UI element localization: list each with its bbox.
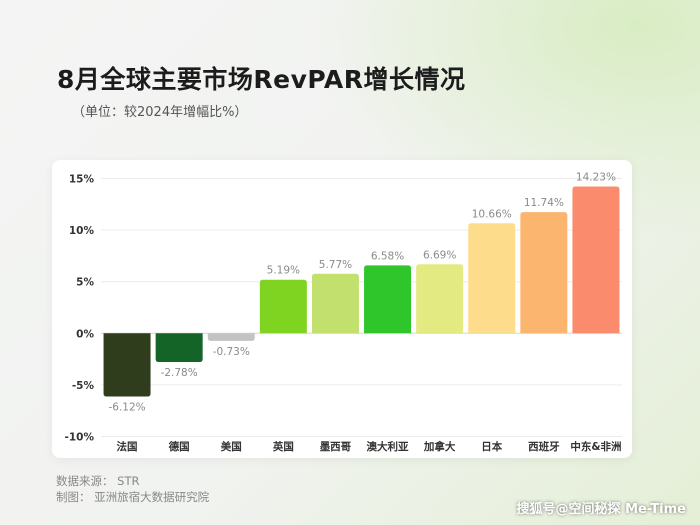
chart-title: 8月全球主要市场RevPAR增长情况 (57, 65, 466, 94)
y-tick-label: -5% (72, 380, 95, 392)
y-tick-label: -10% (65, 432, 95, 444)
chart-subtitle: （单位：较2024年增幅比%） (72, 105, 248, 120)
x-tick-label: 加拿大 (423, 440, 456, 453)
y-tick-label: 10% (69, 225, 95, 237)
bar (364, 265, 412, 334)
data-label: 6.69% (423, 249, 456, 261)
bar-chart: 15% 10% 5% 0% -5% -10% -6.12% 法国 -2.78% 德国 -0.73% 美… (65, 171, 622, 453)
bar (103, 333, 151, 397)
data-source: 数据来源： STR (56, 474, 140, 488)
bar (416, 264, 464, 334)
data-label: -2.78% (161, 367, 198, 379)
data-label: 11.74% (524, 197, 564, 209)
bar (155, 333, 203, 362)
data-label: -6.12% (108, 401, 145, 413)
x-tick-label: 中东&非洲 (570, 440, 621, 453)
x-tick-label: 西班牙 (528, 440, 560, 453)
y-tick-label: 15% (69, 174, 95, 186)
x-tick-label: 德国 (168, 440, 190, 453)
bar (572, 186, 620, 334)
data-label: -0.73% (213, 346, 250, 358)
data-label: 5.19% (267, 265, 300, 277)
chart-maker: 制图： 亚洲旅宿大数据研究院 (56, 490, 210, 504)
bar (468, 223, 516, 334)
y-tick-label: 0% (76, 328, 94, 340)
x-tick-label: 法国 (117, 440, 138, 453)
x-tick-label: 美国 (221, 440, 242, 453)
watermark-signature: 搜狐号@空间秘探 Me-Time (516, 502, 686, 517)
bar (207, 333, 255, 341)
x-tick-label: 墨西哥 (320, 441, 352, 453)
x-tick-label: 澳大利亚 (367, 440, 409, 453)
bar (311, 273, 359, 334)
data-label: 5.77% (319, 259, 352, 271)
x-tick-label: 英国 (272, 440, 294, 453)
bar (520, 212, 568, 334)
y-tick-label: 5% (76, 277, 94, 289)
x-tick-label: 日本 (481, 440, 502, 453)
data-label: 10.66% (472, 208, 512, 220)
data-label: 6.58% (371, 250, 404, 262)
bar (259, 279, 307, 334)
data-label: 14.23% (576, 171, 616, 183)
